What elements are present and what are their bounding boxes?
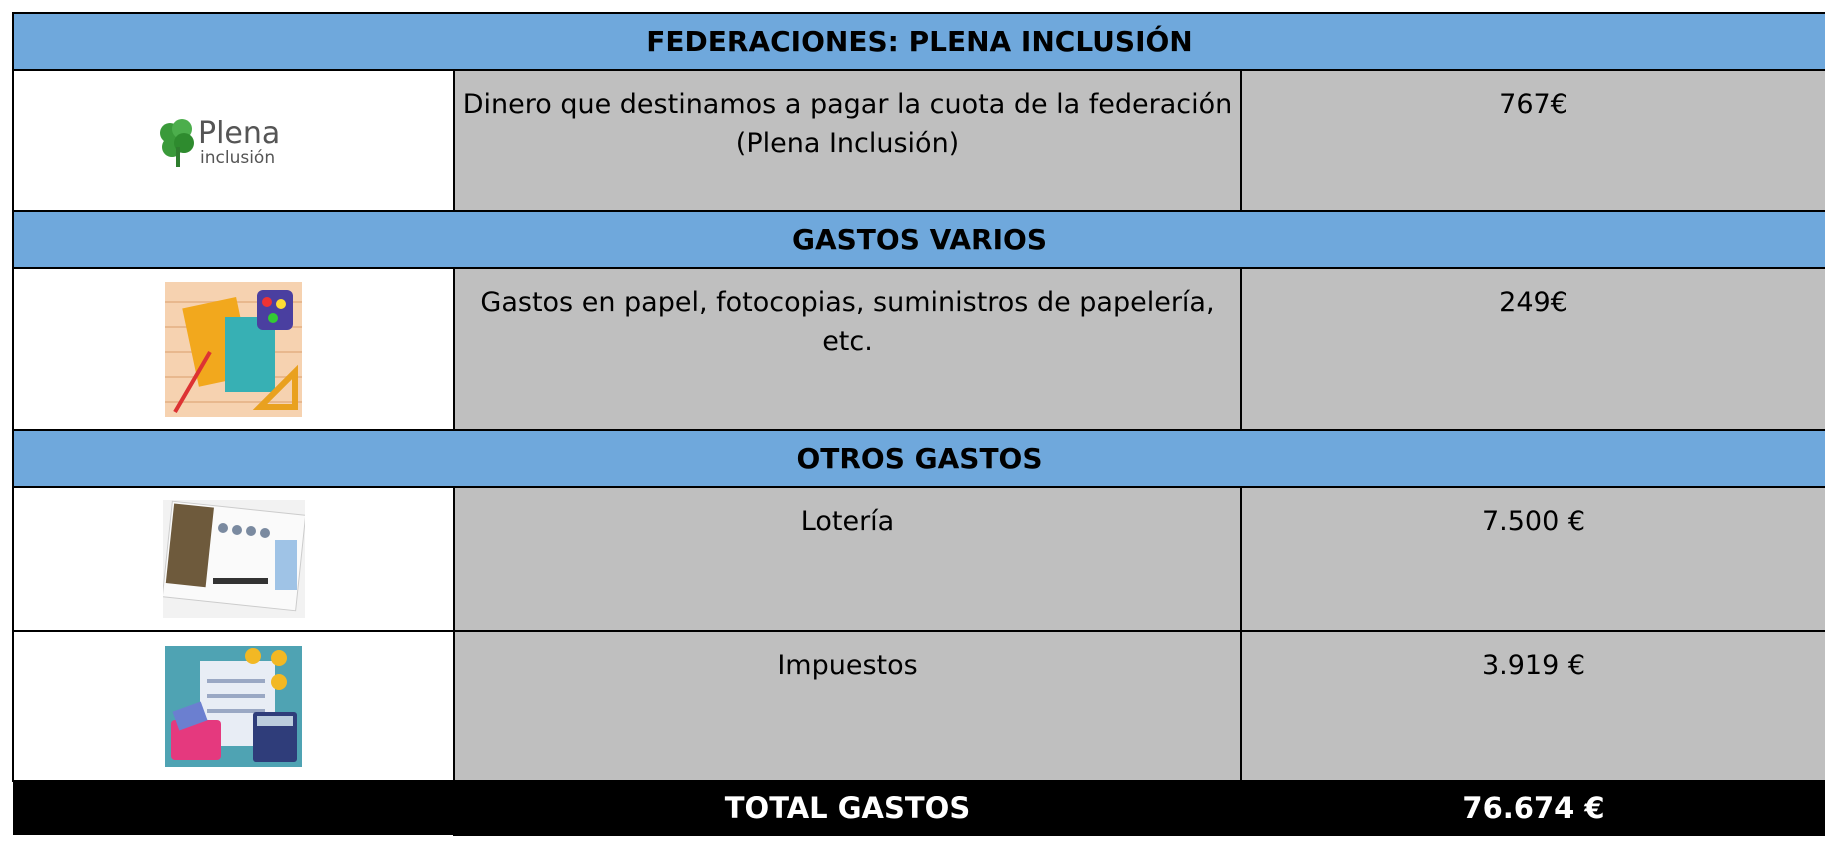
expense-row: Gastos en papel, fotocopias, suministros…	[12, 267, 1825, 431]
total-amount: 76.674 €	[1240, 780, 1825, 836]
expense-row: Plena inclusión Dinero que destinamos a …	[12, 69, 1825, 212]
logo-name: Plena	[198, 116, 280, 151]
description: Lotería	[453, 486, 1242, 632]
amount: 3.919 €	[1240, 630, 1825, 782]
description: Gastos en papel, fotocopias, suministros…	[453, 267, 1242, 431]
expense-row: Lotería 7.500 €	[12, 486, 1825, 632]
description: Impuestos	[453, 630, 1242, 782]
section-header: GASTOS VARIOS	[12, 210, 1825, 269]
image-cell	[12, 267, 455, 431]
section-title: GASTOS VARIOS	[12, 210, 1825, 269]
stationery-icon	[165, 281, 302, 417]
tax-icon	[165, 645, 302, 767]
image-cell	[12, 486, 455, 632]
amount: 767€	[1240, 69, 1825, 212]
logo-cell: Plena inclusión	[12, 69, 455, 212]
section-header: FEDERACIONES: PLENA INCLUSIÓN	[12, 12, 1825, 71]
section-title: OTROS GASTOS	[12, 429, 1825, 488]
section-header: OTROS GASTOS	[12, 429, 1825, 488]
expense-table: FEDERACIONES: PLENA INCLUSIÓN Plena incl…	[12, 12, 1825, 836]
section-title: FEDERACIONES: PLENA INCLUSIÓN	[12, 12, 1825, 71]
logo-sub: inclusión	[200, 148, 275, 168]
description: Dinero que destinamos a pagar la cuota d…	[453, 69, 1242, 212]
amount: 7.500 €	[1240, 486, 1825, 632]
lottery-icon	[162, 500, 305, 618]
total-label: TOTAL GASTOS	[453, 780, 1242, 836]
image-cell	[12, 630, 455, 782]
total-row: TOTAL GASTOS 76.674 €	[13, 780, 1825, 836]
amount: 249€	[1240, 267, 1825, 431]
plena-logo: Plena inclusión	[159, 116, 280, 168]
expense-row: Impuestos 3.919 €	[12, 630, 1825, 782]
total-spacer	[13, 781, 454, 835]
